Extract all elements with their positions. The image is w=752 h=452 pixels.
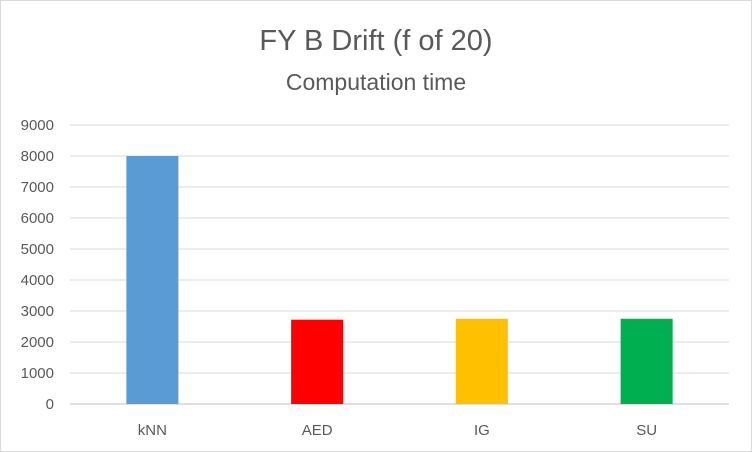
y-tick-label: 9000	[21, 117, 54, 134]
y-tick-label: 6000	[21, 210, 54, 227]
x-tick-label: kNN	[138, 422, 167, 439]
bar-aed	[291, 319, 344, 404]
chart-subtitle: Computation time	[285, 69, 467, 95]
y-tick-label: 4000	[21, 272, 54, 289]
bar-knn	[126, 156, 179, 404]
y-tick-label: 7000	[21, 179, 54, 196]
x-tick-label: AED	[302, 422, 333, 439]
x-tick-label: SU	[636, 422, 657, 439]
y-tick-label: 1000	[21, 365, 54, 382]
y-tick-label: 2000	[21, 334, 54, 351]
y-tick-label: 8000	[21, 148, 54, 165]
bar-su	[620, 318, 673, 404]
y-tick-label: 3000	[21, 303, 54, 320]
x-tick-label: IG	[474, 422, 490, 439]
bar-ig	[455, 318, 508, 404]
y-tick-label: 5000	[21, 241, 54, 258]
y-tick-label: 0	[46, 396, 54, 413]
chart-title: FY B Drift (f of 20)	[259, 25, 493, 57]
